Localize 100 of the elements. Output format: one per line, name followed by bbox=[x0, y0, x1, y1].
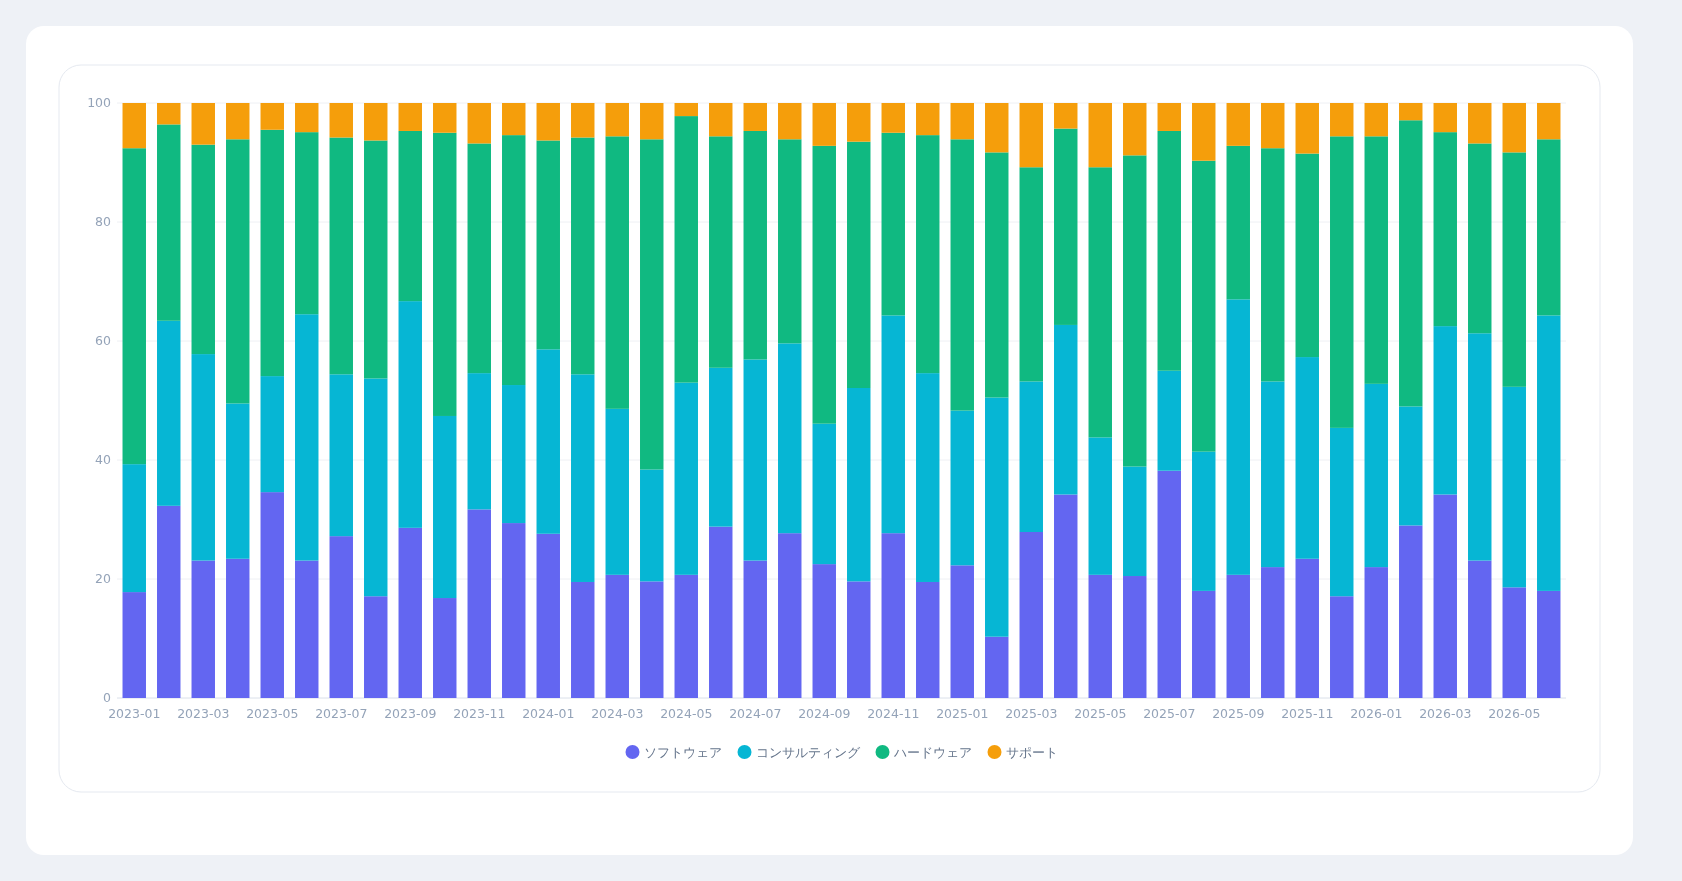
bar bbox=[571, 374, 595, 582]
bar bbox=[398, 103, 422, 131]
bar bbox=[1295, 103, 1319, 154]
bar bbox=[881, 533, 905, 698]
bar bbox=[1502, 103, 1526, 153]
bar bbox=[1088, 167, 1112, 438]
bar bbox=[1468, 103, 1492, 144]
bar bbox=[122, 103, 146, 149]
bar bbox=[881, 315, 905, 534]
legend-label: コンサルティング bbox=[755, 745, 861, 760]
bar bbox=[329, 536, 353, 698]
bar bbox=[433, 598, 457, 698]
bar bbox=[191, 354, 215, 561]
bar bbox=[329, 374, 353, 537]
x-tick-label: 2023-11 bbox=[453, 706, 506, 721]
x-tick-label: 2024-09 bbox=[798, 706, 851, 721]
bar bbox=[1468, 560, 1492, 698]
bar bbox=[502, 385, 526, 524]
x-tick-label: 2024-03 bbox=[591, 706, 644, 721]
bar bbox=[1537, 315, 1561, 591]
bar bbox=[571, 581, 595, 698]
y-tick-label: 40 bbox=[95, 452, 112, 467]
bar bbox=[674, 103, 698, 117]
bar bbox=[778, 343, 802, 534]
bar bbox=[1433, 103, 1457, 133]
bar bbox=[1054, 103, 1078, 129]
bar bbox=[1502, 152, 1526, 387]
bar bbox=[881, 103, 905, 133]
bar bbox=[847, 103, 871, 142]
bar bbox=[1364, 567, 1388, 698]
bar bbox=[1019, 532, 1043, 698]
bar bbox=[398, 130, 422, 302]
bar bbox=[329, 103, 353, 138]
x-tick-label: 2024-07 bbox=[729, 706, 782, 721]
bar bbox=[467, 103, 491, 144]
bar bbox=[847, 141, 871, 389]
bar bbox=[743, 130, 767, 360]
bar bbox=[1123, 466, 1147, 577]
bar bbox=[226, 139, 250, 404]
bar bbox=[1157, 470, 1181, 698]
bar bbox=[1399, 120, 1423, 407]
x-tick-label: 2024-05 bbox=[660, 706, 713, 721]
bar bbox=[812, 145, 836, 424]
bar bbox=[985, 397, 1009, 637]
bar bbox=[1088, 574, 1112, 698]
bar bbox=[709, 136, 733, 368]
x-tick-label: 2024-01 bbox=[522, 706, 575, 721]
bar bbox=[571, 103, 595, 138]
bar bbox=[1192, 590, 1216, 698]
bar bbox=[502, 103, 526, 136]
bar bbox=[1364, 136, 1388, 384]
bar bbox=[1123, 103, 1147, 156]
bar bbox=[1295, 153, 1319, 358]
bar bbox=[1295, 357, 1319, 559]
bar bbox=[1157, 103, 1181, 131]
x-tick-label: 2025-11 bbox=[1281, 706, 1334, 721]
bar bbox=[916, 373, 940, 582]
bar bbox=[985, 152, 1009, 398]
legend-label: サポート bbox=[1005, 745, 1058, 760]
bar bbox=[1019, 381, 1043, 532]
bar bbox=[1261, 381, 1285, 568]
bar bbox=[157, 320, 181, 506]
bar bbox=[226, 103, 250, 140]
bar bbox=[778, 103, 802, 140]
y-tick-label: 100 bbox=[87, 95, 112, 110]
bar bbox=[1019, 103, 1043, 168]
bar bbox=[950, 139, 974, 411]
bar bbox=[640, 103, 664, 140]
x-tick-label: 2024-11 bbox=[867, 706, 920, 721]
bar bbox=[1192, 160, 1216, 452]
x-tick-label: 2026-01 bbox=[1350, 706, 1403, 721]
bar bbox=[1295, 558, 1319, 698]
bar bbox=[1364, 103, 1388, 137]
x-tick-label: 2026-03 bbox=[1419, 706, 1472, 721]
bar bbox=[1261, 567, 1285, 698]
bar bbox=[1537, 103, 1561, 140]
bar bbox=[157, 103, 181, 125]
bar bbox=[260, 129, 284, 377]
bar bbox=[778, 139, 802, 344]
bar bbox=[364, 378, 388, 597]
bar bbox=[295, 132, 319, 315]
bar bbox=[260, 103, 284, 130]
bar bbox=[605, 574, 629, 698]
bar bbox=[1364, 383, 1388, 568]
bar bbox=[640, 581, 664, 698]
bar bbox=[467, 373, 491, 510]
bar bbox=[364, 103, 388, 141]
bar bbox=[1330, 136, 1354, 428]
bar bbox=[398, 527, 422, 698]
x-tick-label: 2025-07 bbox=[1143, 706, 1196, 721]
bar bbox=[433, 132, 457, 416]
bar bbox=[260, 492, 284, 698]
bar bbox=[1261, 103, 1285, 149]
bar bbox=[743, 560, 767, 698]
bar bbox=[881, 132, 905, 316]
bar bbox=[1433, 494, 1457, 698]
bar bbox=[847, 388, 871, 582]
bar bbox=[433, 415, 457, 599]
bar bbox=[812, 564, 836, 698]
bar bbox=[1468, 333, 1492, 561]
